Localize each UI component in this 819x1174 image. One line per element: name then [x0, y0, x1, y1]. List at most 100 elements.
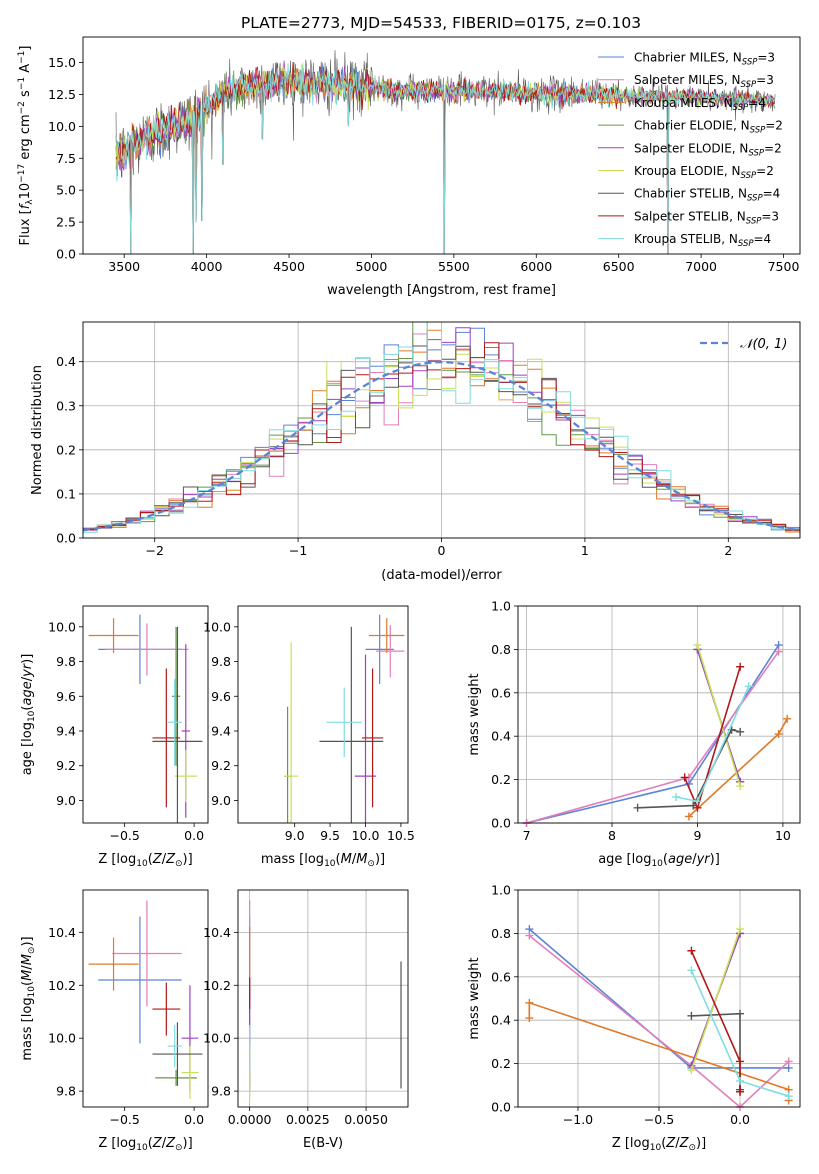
age_vs_mass-ytick-label: 9.8: [211, 654, 231, 669]
mass_weight_vs_Z-marker-7-1: [736, 1057, 745, 1066]
age_vs_Z-ytick-label: 9.6: [56, 689, 76, 704]
mass_weight_vs_age-marker-2-2: [783, 714, 792, 723]
legend-label-6: Chabrier STELIB, NSSP=4: [634, 187, 780, 204]
spectrum-xtick-label: 7500: [768, 259, 800, 274]
mass_vs_Z-ytick-label: 10.4: [48, 925, 76, 940]
figure-title: PLATE=2773, MJD=54533, FIBERID=0175, z=0…: [241, 14, 641, 32]
legend-normal-label: 𝒩(0, 1): [740, 337, 787, 352]
mass_weight_vs_age-ytick-label: 0.2: [491, 772, 511, 787]
mass_weight_vs_Z-marker-5-0: [687, 1066, 696, 1075]
mass_weight_vs_age-xlabel: age [log10(age/yr)]: [598, 852, 720, 869]
mass_weight_vs_age-line-2: [688, 718, 788, 818]
mass_weight_vs_Z-marker-1-0: [525, 931, 534, 940]
residuals-ytick-label: 0.0: [56, 531, 76, 546]
spectrum-ytick-label: 15.0: [48, 55, 76, 70]
mass_weight_vs_Z-marker-8-2: [784, 1092, 793, 1101]
mass_weight_vs_age-marker-6-3: [736, 727, 745, 736]
spectrum-xtick-label: 3500: [108, 259, 140, 274]
mass_weight_vs_Z-ytick-label: 1.0: [491, 883, 511, 898]
residuals-ytick-label: 0.2: [56, 442, 76, 457]
mass_vs_Z-xtick-label: −0.5: [109, 1112, 139, 1127]
mass_weight_vs_age-ytick-label: 0.4: [491, 729, 511, 744]
spectrum-xtick-label: 5000: [356, 259, 388, 274]
legend-label-3: Chabrier ELODIE, NSSP=2: [634, 119, 783, 136]
residuals-xtick-label: 2: [724, 543, 732, 558]
legend-label-8: Kroupa STELIB, NSSP=4: [634, 232, 771, 249]
residuals-xtick-label: −1: [289, 543, 307, 558]
mass_weight_vs_Z-axes: −1.0 −0.5 0.0 0.0 0.2 0.4 0.6 0.8 1.0: [491, 883, 800, 1127]
age_vs_Z-axes: −0.5 0.0 9.0 9.2 9.4 9.6 9.8 10.0: [48, 619, 204, 843]
mass_vs_Z-ylabel: mass [log10(M/M⊙)]: [20, 936, 37, 1060]
age_vs_Z-ytick-label: 9.4: [56, 723, 76, 738]
mass_weight_vs_age-ytick-label: 1.0: [491, 599, 511, 614]
residuals-ytick-label: 0.1: [56, 486, 76, 501]
mass_weight_vs_Z-marker-2-1: [525, 998, 534, 1007]
residuals-axes: −2 −1 0 1 2 0.0 0.1 0.2 0.3 0.4: [56, 322, 800, 558]
spectrum-xtick-label: 6500: [603, 259, 635, 274]
mass_weight_vs_age-marker-6-0: [633, 803, 642, 812]
spectrum-ytick-label: 0.0: [56, 247, 76, 262]
legend-label-2: Kroupa MILES, NSSP=4: [634, 96, 766, 113]
age_vs_mass-ytick-label: 9.4: [211, 723, 231, 738]
mass_vs_ebv-frame: [237, 889, 409, 1108]
residuals-ytick-label: 0.3: [56, 398, 76, 413]
mass_weight_vs_Z-ytick-label: 0.8: [491, 926, 511, 941]
residuals-frame: [82, 321, 801, 539]
residual-histograms: [83, 322, 800, 535]
mass_weight_vs_age-marker-5-1: [736, 782, 745, 791]
mass_vs_ebv-ytick-label: 10.4: [203, 925, 231, 940]
legend-label-1: Salpeter MILES, NSSP=3: [634, 73, 774, 90]
residuals-xlabel: (data-model)/error: [381, 568, 502, 583]
mass_vs_Z-ytick-label: 10.0: [48, 1031, 76, 1046]
mass_vs_Z-frame: [82, 889, 209, 1108]
mass_weight_vs_age-xtick-label: 9: [693, 828, 701, 843]
mass_vs_ebv-xtick-label: 0.0025: [286, 1112, 330, 1127]
mass_vs_ebv-xtick-label: 0.0000: [228, 1112, 272, 1127]
mass_weight_vs_Z-line-1: [528, 934, 790, 1109]
age_vs_Z-ytick-label: 10.0: [48, 619, 76, 634]
spectrum-ytick-label: 5.0: [56, 183, 76, 198]
mass_weight_vs_age-marker-8-0: [672, 792, 681, 801]
mass_vs_ebv-xlabel: E(B-V): [303, 1136, 343, 1151]
mass_weight_vs_Z-ylabel: mass weight: [467, 957, 482, 1039]
mass_weight_vs_age-marker-2-1: [774, 730, 783, 739]
age_vs_mass-xlabel: mass [log10(M/M⊙)]: [261, 852, 385, 869]
mass_weight_vs_Z-marker-2-0: [525, 1014, 534, 1023]
mass_weight_vs_Z-marker-8-0: [687, 966, 696, 975]
mass_weight_vs_Z-marker-6-0: [687, 1011, 696, 1020]
spectrum-xtick-label: 5500: [438, 259, 470, 274]
mass_weight_vs_Z-marker-7-0: [687, 946, 696, 955]
mass_weight_vs_age-series: [522, 641, 792, 827]
spectrum-ytick-label: 10.0: [48, 119, 76, 134]
mass_weight_vs_age-marker-8-1: [693, 797, 702, 806]
mass_weight_vs_age-line-5: [696, 644, 741, 787]
mass_vs_Z-ytick-label: 10.2: [48, 978, 76, 993]
mass_weight_vs_Z-ytick-label: 0.4: [491, 1013, 511, 1028]
mass_vs_Z-axes: −0.5 0.0 9.8 10.0 10.2 10.4: [48, 925, 204, 1127]
mass_weight_vs_Z-marker-6-1: [736, 1009, 745, 1018]
mass_weight_vs_age-marker-1-2: [774, 647, 783, 656]
mass_weight_vs_Z-marker-1-3: [784, 1057, 793, 1066]
mass_weight_vs_age-marker-8-2: [744, 682, 753, 691]
legend-label-4: Salpeter ELODIE, NSSP=2: [634, 141, 782, 158]
spectrum-xtick-label: 4000: [191, 259, 223, 274]
age_vs_mass-axes: 9.0 9.5 10.0 10.5 9.0 9.2 9.4 9.6 9.8 10.0: [203, 619, 415, 843]
normal-reference-curve: [83, 360, 800, 532]
residuals-xtick-label: 1: [581, 543, 589, 558]
residuals-xtick-label: 0: [438, 543, 446, 558]
residuals-ytick-label: 0.4: [56, 354, 76, 369]
mass_vs_ebv-ytick-label: 10.2: [203, 978, 231, 993]
mass_weight_vs_Z-xtick-label: −0.5: [644, 1112, 674, 1127]
mass_vs_ebv-points: [249, 900, 402, 1100]
mass_weight_vs_Z-xtick-label: 0.0: [730, 1112, 750, 1127]
age_vs_Z-xtick-label: 0.0: [184, 828, 204, 843]
spectrum-axes: 3500 4000 4500 5000 5500 6000 6500 7000 7500 0.0 2…: [48, 55, 799, 274]
age_vs_mass-xtick-label: 10.0: [352, 828, 380, 843]
mass_vs_Z-xtick-label: 0.0: [184, 1112, 204, 1127]
mass_weight_vs_age-frame: [517, 605, 801, 824]
legend-label-5: Kroupa ELODIE, NSSP=2: [634, 164, 774, 181]
residuals-ylabel: Normed distribution: [30, 365, 45, 495]
mass_weight_vs_age-marker-7-2: [736, 662, 745, 671]
